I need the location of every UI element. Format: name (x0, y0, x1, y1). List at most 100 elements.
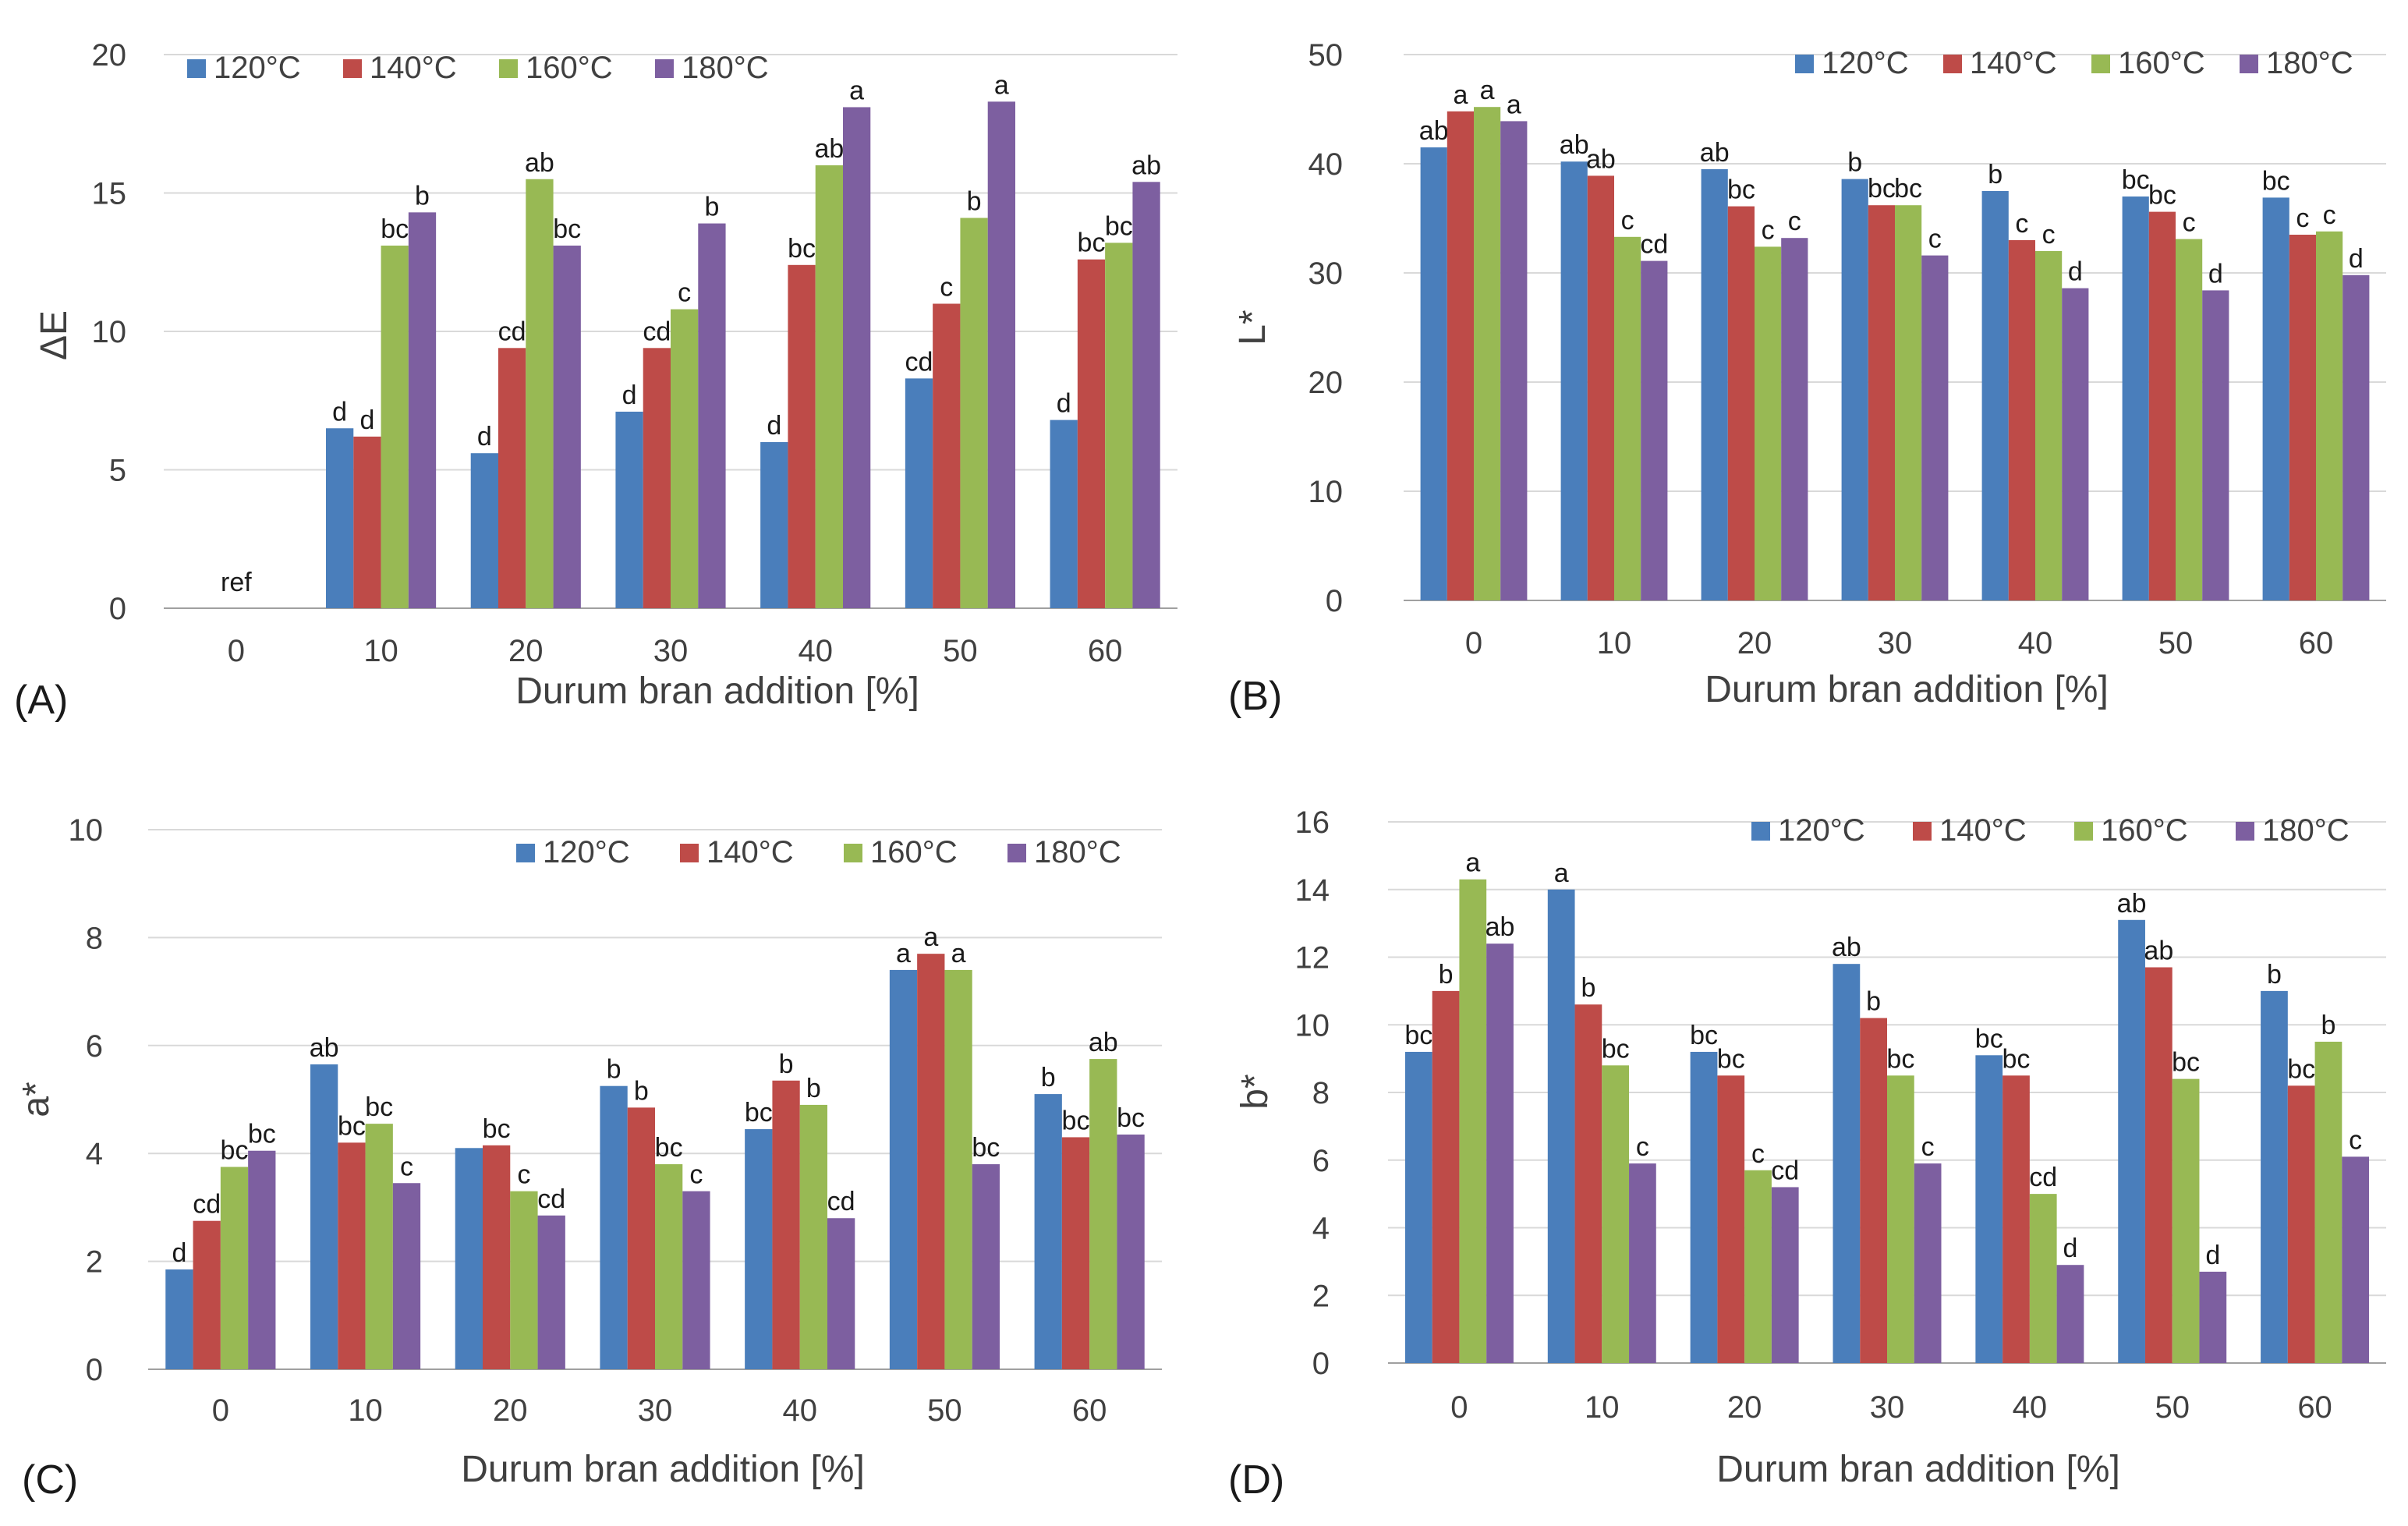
bar (799, 1104, 827, 1369)
bar (365, 1124, 393, 1369)
bar (193, 1220, 221, 1369)
bar (2144, 967, 2173, 1363)
bar (537, 1215, 565, 1369)
y-tick-label: 0 (1312, 1347, 1330, 1381)
bar (1560, 161, 1588, 600)
significance-label: b (1439, 960, 1454, 990)
x-tick-label: 50 (927, 1393, 962, 1428)
y-tick-label: 50 (1308, 38, 1344, 73)
y-tick-label: 20 (92, 38, 127, 73)
bar (1447, 111, 1474, 601)
y-tick-label: 6 (1312, 1144, 1330, 1178)
bar (2148, 211, 2176, 600)
significance-label: bc (1105, 211, 1133, 241)
significance-label: a (849, 76, 864, 105)
x-tick-label: 0 (1450, 1390, 1468, 1425)
legend-label: 180°C (682, 51, 769, 85)
significance-label: b (1988, 160, 2003, 189)
y-tick-label: 0 (109, 592, 126, 626)
y-tick-label: 0 (1326, 584, 1343, 618)
bar (1404, 1051, 1432, 1363)
significance-label: b (415, 181, 430, 211)
legend-label: 140°C (1939, 813, 2027, 848)
bar (745, 1129, 773, 1369)
x-tick-label: 40 (2013, 1390, 2048, 1425)
y-tick-label: 0 (86, 1353, 103, 1387)
bar (1547, 889, 1575, 1363)
significance-label: a (923, 922, 938, 952)
significance-label: bc (2172, 1048, 2200, 1078)
bar (1420, 147, 1447, 600)
bar (2261, 990, 2288, 1363)
legend-label: 180°C (1034, 835, 1121, 869)
bar (671, 309, 699, 608)
significance-label: c (1788, 207, 1801, 236)
bar (2029, 1194, 2057, 1363)
x-tick-label: 10 (1597, 626, 1632, 660)
significance-label: bc (1404, 1021, 1432, 1050)
panel-label: (D) (1228, 1457, 1284, 1503)
bar (510, 1191, 538, 1369)
bar (843, 107, 871, 608)
significance-label: bc (2122, 165, 2150, 195)
bar (827, 1218, 855, 1369)
y-tick-label: 4 (86, 1137, 103, 1171)
significance-label: a (951, 939, 966, 968)
x-tick-label: 20 (1737, 626, 1772, 660)
significance-label: bc (972, 1133, 1000, 1163)
significance-label: b (1866, 987, 1881, 1017)
legend-label: 120°C (543, 835, 630, 869)
significance-label: bc (1886, 1044, 1914, 1074)
significance-label: a (1554, 859, 1569, 888)
significance-label: d (1057, 389, 1071, 419)
bar (2035, 251, 2063, 600)
bar (455, 1148, 483, 1369)
bar (1587, 175, 1614, 600)
bar (905, 378, 933, 608)
bar (1690, 1051, 1718, 1363)
significance-label: bc (365, 1092, 393, 1122)
legend-label: 140°C (1970, 46, 2057, 80)
x-tick-label: 20 (508, 634, 544, 668)
legend-swatch (655, 59, 674, 78)
bar (1981, 191, 2009, 600)
legend-swatch (499, 59, 518, 78)
significance-label: c (1751, 1139, 1765, 1169)
bar (1641, 260, 1668, 600)
y-tick-label: 30 (1308, 257, 1344, 291)
legend-swatch (1795, 55, 1814, 73)
bar (2202, 290, 2229, 600)
significance-label: bc (1975, 1024, 2003, 1053)
bar (1629, 1163, 1656, 1363)
significance-label: c (1921, 1132, 1935, 1162)
significance-label: c (1621, 206, 1634, 235)
bar (220, 1167, 249, 1369)
significance-label: bc (745, 1098, 773, 1128)
significance-label: c (678, 278, 691, 308)
significance-label: b (2321, 1011, 2335, 1040)
bar (2287, 1085, 2315, 1363)
significance-label: cd (537, 1184, 565, 1214)
x-tick-label: 0 (1465, 626, 1482, 660)
bar (889, 969, 918, 1369)
significance-label: bc (553, 214, 581, 244)
bar (1602, 1065, 1630, 1363)
significance-label: ab (310, 1033, 339, 1063)
significance-label: bc (483, 1114, 511, 1144)
significance-label: c (2349, 1125, 2362, 1155)
bar (772, 1080, 800, 1369)
legend-swatch (844, 844, 862, 862)
x-axis-title: Durum bran addition [%] (1716, 1449, 2120, 1490)
significance-label: c (2183, 208, 2196, 238)
bar (1868, 205, 1895, 600)
significance-label: bc (1062, 1106, 1090, 1135)
bar (392, 1183, 421, 1369)
legend-label: 140°C (706, 835, 794, 869)
x-tick-label: 30 (638, 1393, 673, 1428)
x-tick-label: 20 (1727, 1390, 1762, 1425)
legend-swatch (2236, 822, 2254, 841)
y-tick-label: 10 (69, 813, 104, 848)
x-axis-title: Durum bran addition [%] (461, 1449, 865, 1490)
bar (353, 436, 381, 608)
